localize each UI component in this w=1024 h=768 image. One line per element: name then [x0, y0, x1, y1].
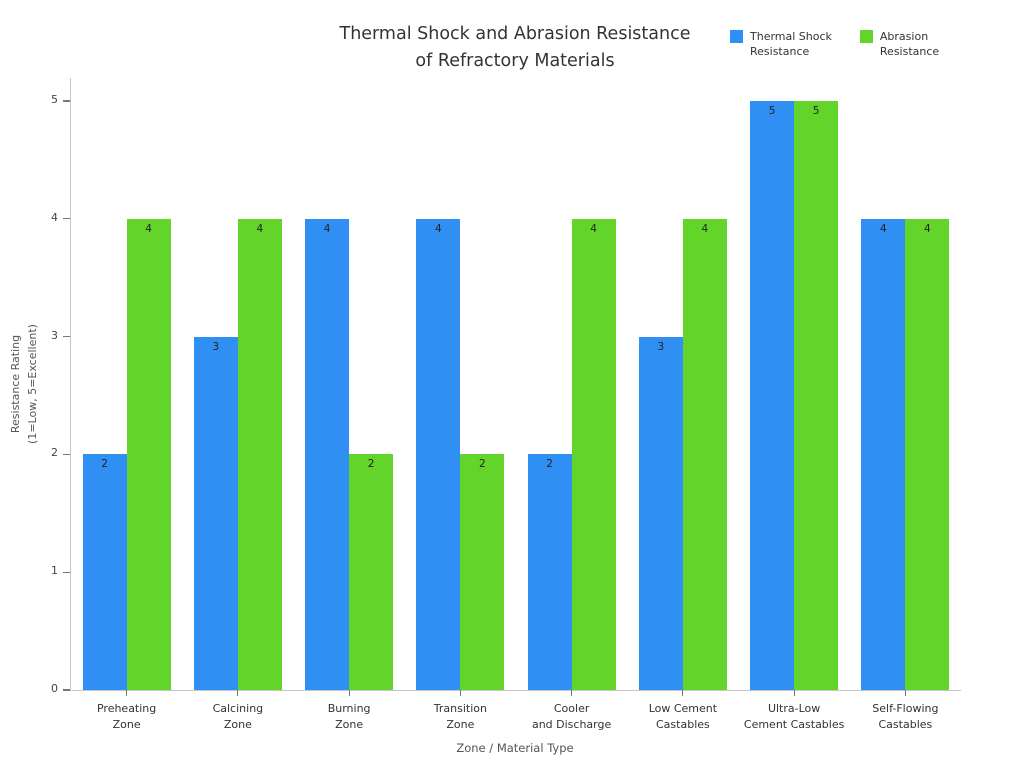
- x-tick-mark: [459, 690, 461, 696]
- bar-thermal-shock: 3: [193, 336, 238, 690]
- bar-abrasion: 4: [905, 218, 950, 690]
- bar-value-label: 4: [880, 222, 887, 235]
- chart-title: Thermal Shock and Abrasion Resistance of…: [339, 24, 691, 72]
- bar-thermal-shock: 2: [527, 454, 572, 690]
- x-tick-mark: [126, 690, 128, 696]
- y-tick-label: 3: [51, 328, 58, 342]
- x-tick-mark: [348, 690, 350, 696]
- y-tick-label: 1: [51, 564, 58, 578]
- x-tick-mark: [682, 690, 684, 696]
- y-tick-mark: [63, 689, 70, 691]
- bar-value-label: 4: [145, 222, 152, 235]
- x-tick-label: Low Cement Castables: [648, 702, 718, 731]
- y-tick-mark: [63, 453, 70, 455]
- bar-thermal-shock: 4: [416, 218, 461, 690]
- y-tick-label: 0: [51, 682, 58, 695]
- x-tick-label: Calcining Zone: [212, 702, 264, 731]
- bar-abrasion: 2: [349, 454, 394, 690]
- bar-value-label: 3: [212, 340, 220, 353]
- y-tick-mark: [63, 218, 70, 220]
- x-tick-label: Self-Flowing Castables: [872, 702, 939, 731]
- bar-value-label: 4: [590, 222, 597, 235]
- y-tick-label: 2: [51, 446, 58, 460]
- x-tick-label: Preheating Zone: [96, 702, 157, 731]
- bar-abrasion: 2: [460, 454, 505, 690]
- x-tick-label: Burning Zone: [327, 702, 371, 731]
- bar-value-label: 3: [657, 340, 665, 353]
- legend-item-thermal-shock: Thermal Shock Resistance: [730, 29, 832, 60]
- bar-abrasion: 4: [571, 218, 616, 690]
- x-tick-label: Transition Zone: [433, 702, 487, 731]
- bar-abrasion: 4: [126, 218, 171, 690]
- legend-swatch-thermal-shock-icon: [730, 30, 743, 43]
- y-tick-mark: [63, 100, 70, 102]
- bar-value-label: 2: [479, 458, 486, 471]
- bar-value-label: 2: [546, 458, 553, 471]
- y-axis-title: Resistance Rating (1=Low, 5=Excellent): [8, 324, 39, 444]
- x-tick-mark: [571, 690, 573, 696]
- bar-abrasion: 4: [682, 218, 727, 690]
- legend: Thermal Shock Resistance Abrasion Resist…: [730, 29, 939, 60]
- y-tick-mark: [63, 336, 70, 338]
- y-tick-label: 4: [51, 210, 58, 224]
- x-tick-mark: [904, 690, 906, 696]
- legend-item-abrasion: Abrasion Resistance: [859, 29, 940, 60]
- bar-thermal-shock: 4: [305, 218, 350, 690]
- y-tick-mark: [63, 571, 70, 573]
- x-tick-mark: [793, 690, 795, 696]
- bar-value-label: 5: [812, 105, 820, 117]
- bar-thermal-shock: 4: [861, 218, 906, 690]
- legend-label-abrasion: Abrasion Resistance: [879, 30, 940, 59]
- bar-value-label: 2: [367, 458, 375, 471]
- bar-thermal-shock: 5: [750, 101, 795, 690]
- x-tick-mark: [237, 690, 239, 696]
- bar-abrasion: 5: [794, 101, 839, 690]
- legend-swatch-abrasion-icon: [859, 30, 873, 43]
- bar-value-label: 2: [101, 458, 108, 471]
- bar-value-label: 4: [323, 222, 331, 235]
- bar-value-label: 4: [701, 222, 709, 235]
- bar-thermal-shock: 2: [82, 454, 127, 690]
- bar-value-label: 4: [924, 222, 931, 235]
- y-tick-label: 5: [51, 93, 58, 106]
- bar-value-label: 4: [256, 222, 264, 235]
- x-tick-label: Cooler and Discharge: [531, 702, 612, 731]
- x-tick-label: Ultra-Low Cement Castables: [743, 702, 845, 731]
- bar-abrasion: 4: [237, 218, 282, 690]
- bar-value-label: 4: [435, 222, 442, 235]
- bar-value-label: 5: [768, 105, 776, 117]
- x-axis-title: Zone / Material Type: [456, 741, 574, 755]
- legend-label-thermal-shock: Thermal Shock Resistance: [750, 30, 832, 59]
- bar-thermal-shock: 3: [638, 336, 683, 690]
- plot-area: 0 1 2 3 4 5 Preheating Zone Calcining Zone Burni…: [51, 78, 961, 731]
